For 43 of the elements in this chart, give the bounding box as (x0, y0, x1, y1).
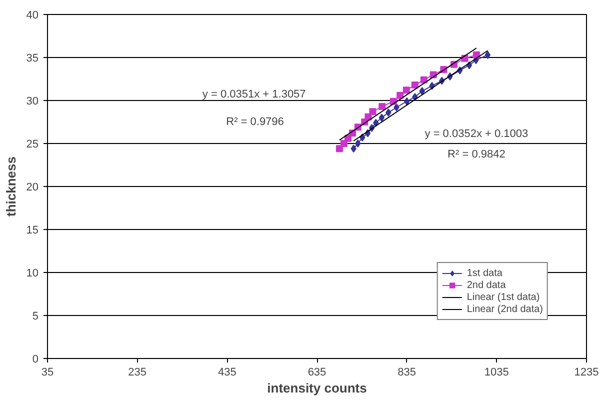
annotation: R² = 0.9796 (226, 116, 284, 128)
point (355, 140, 361, 148)
y-tick-label: 25 (26, 138, 39, 150)
point (411, 82, 418, 89)
point (396, 92, 404, 99)
legend-label: Linear (2nd data) (466, 303, 543, 315)
y-tick-label: 40 (26, 10, 39, 22)
y-tick-label: 10 (26, 268, 39, 280)
legend-label: 2nd data (466, 279, 506, 291)
x-axis-title: intensity counts (267, 380, 367, 396)
y-tick-label: 5 (32, 310, 39, 322)
y-tick-label: 35 (26, 52, 39, 64)
y-tick-label: 0 (32, 354, 39, 366)
x-tick-label: 635 (308, 366, 326, 378)
y-axis-title: thickness (3, 156, 18, 216)
x-tick-label: 435 (218, 366, 236, 378)
point (472, 51, 480, 58)
annotation: y = 0.0351x + 1.3057 (202, 88, 306, 100)
point (386, 108, 392, 117)
y-tick-label: 15 (26, 224, 39, 236)
point (404, 97, 410, 106)
legend-label: 1st data (466, 267, 502, 279)
point (378, 114, 385, 122)
point (336, 145, 343, 152)
point (394, 103, 400, 112)
x-tick-label: 235 (128, 366, 147, 378)
point (419, 87, 425, 96)
y-tick-label: 30 (26, 96, 39, 108)
point (420, 76, 428, 84)
annotation: y = 0.0352x + 0.1003 (424, 128, 528, 140)
x-tick-label: 1235 (574, 366, 599, 378)
y-tick-label: 20 (26, 182, 39, 194)
point (350, 144, 356, 153)
x-tick-label: 835 (398, 366, 416, 378)
point (369, 108, 376, 116)
legend-label: Linear (1st data) (466, 291, 540, 303)
point (340, 140, 348, 147)
point (378, 103, 386, 110)
x-tick-label: 1035 (484, 366, 509, 378)
point (402, 86, 410, 94)
x-tick-label: 35 (41, 366, 54, 378)
point (484, 50, 491, 59)
annotation: R² = 0.9842 (448, 148, 506, 161)
